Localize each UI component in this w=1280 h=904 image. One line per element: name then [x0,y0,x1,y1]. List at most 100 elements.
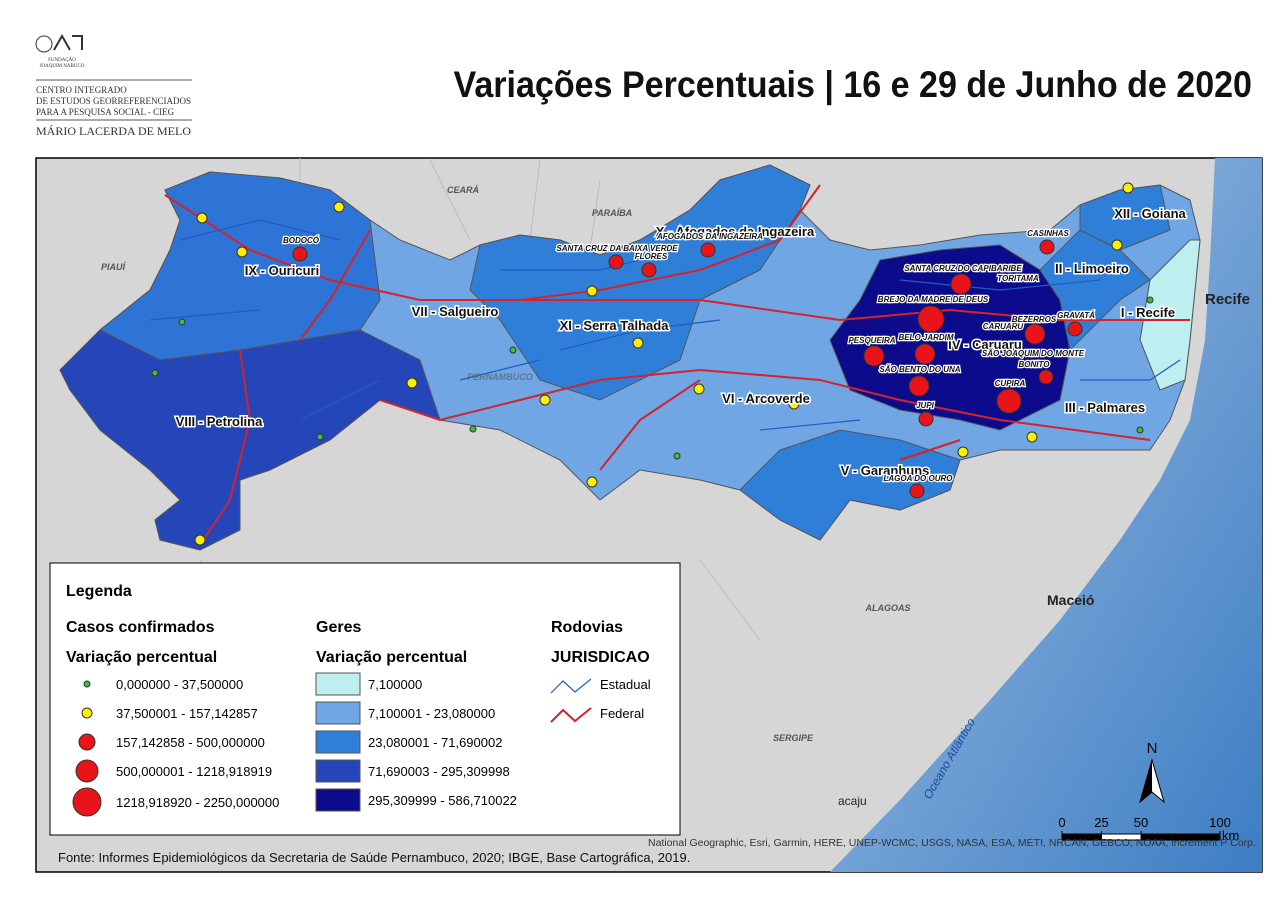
legend-label: 37,500001 - 157,142857 [116,706,258,721]
case-point [996,388,1022,414]
region-label: IV - Caruaru [948,337,1022,352]
municipality-label: JUPI [916,401,935,410]
case-points [151,182,1154,546]
case-point [333,201,345,213]
case-point [700,242,716,258]
municipality-label: LAGOA DO OURO [883,474,953,483]
region-label: I - Recife [1121,305,1175,320]
case-point [863,345,885,367]
case-point [178,318,186,326]
logo-text: PARA A PESQUISA SOCIAL - CIEG [36,107,175,117]
case-point [1111,239,1123,251]
legend-label: 7,100001 - 23,080000 [368,706,495,721]
case-point [1024,323,1046,345]
case-point [1067,321,1083,337]
case-point [914,343,936,365]
state-label: PARAÍBA [592,208,632,218]
place-label: acaju [838,794,867,808]
region-label: XII - Goiana [1114,206,1186,221]
legend-label: Federal [600,706,644,721]
case-point [1039,239,1055,255]
north-label: N [1147,740,1158,757]
municipality-label: SÃO JOAQUIM DO MONTE [982,349,1085,358]
municipality-label: CARUARU [983,322,1024,331]
federal-road [164,184,1190,546]
municipality-label: CUPIRA [995,379,1026,388]
case-point [608,254,624,270]
legend-symbol [315,759,361,783]
case-point [908,375,930,397]
municipality-label: BONITO [1019,360,1051,369]
case-point [673,452,681,460]
case-point [406,377,418,389]
municipality-label: GRAVATÁ [1057,311,1095,320]
logo-mark [53,33,83,51]
case-point [917,305,945,333]
region-label: VIII - Petrolina [176,414,263,429]
legend: Legenda Casos confirmados Variação perce… [49,562,681,836]
case-point [469,425,477,433]
logo: FUNDAÇÃO JOAQUIM NABUCO CENTRO INTEGRADO… [35,33,192,138]
legend-subheading: JURISDICAO [551,649,650,666]
legend-label: 0,000000 - 37,500000 [116,677,243,692]
case-point [586,285,598,297]
legend-label: 295,309999 - 586,710022 [368,793,517,808]
case-point [509,346,517,354]
municipality-label: BELO JARDIM [898,333,953,342]
legend-symbol [315,701,361,725]
case-point [950,273,972,295]
scale-segment [1140,833,1221,841]
case-point [539,394,551,406]
municipality-label: PESQUEIRA [848,336,895,345]
logo-text: FUNDAÇÃO [48,57,76,63]
title: Variações Percentuais | 16 e 29 de Junho… [454,64,1252,106]
scale-label: 0 [1058,815,1065,830]
municipality-label: SÃO BENTO DO UNA [879,365,960,374]
case-point [1136,426,1144,434]
region-label: VI - Arcoverde [722,391,810,406]
case-point [788,398,800,410]
case-point [236,246,248,258]
legend-symbol [75,759,99,783]
legend-subheading: Variação percentual [66,649,217,666]
legend-label: 71,690003 - 295,309998 [368,764,510,779]
case-point [1122,182,1134,194]
case-point [1038,369,1054,385]
municipality-label: SANTA CRUZ DA BAIXA VERDE [556,244,678,253]
case-point [196,212,208,224]
region-label: V - Garanhuns [841,463,930,478]
municipality-label: BEZERROS [1012,315,1057,324]
case-point [918,411,934,427]
ocean [830,158,1262,872]
place-label: Recife [1205,291,1250,308]
legend-symbol [315,672,361,696]
case-point [1026,431,1038,443]
case-point [641,262,657,278]
region-label: XI - Serra Talhada [560,318,670,333]
attribution: National Geographic, Esri, Garmin, HERE,… [648,838,1256,849]
region-label: II - Limoeiro [1055,261,1129,276]
legend-label: 1218,918920 - 2250,000000 [116,795,279,810]
region [1079,184,1171,251]
legend-label: 7,100000 [368,677,422,692]
source: Fonte: Informes Epidemiológicos da Secre… [58,850,690,865]
case-point [1146,296,1154,304]
legend-symbol [550,678,592,694]
logo-text: MÁRIO LACERDA DE MELO [36,124,191,138]
region [1139,239,1201,391]
municipality-label: TORITAMA [997,274,1039,283]
state-label: PIAUÍ [101,262,127,272]
region-label: III - Palmares [1065,400,1145,415]
legend-symbol [81,707,93,719]
legend-symbol [315,788,361,812]
logo-mark [35,35,53,53]
legend-title: Legenda [66,583,132,600]
municipality-label: BODOCÓ [283,236,320,245]
legend-box [49,562,681,836]
state-road [149,219,1181,431]
legend-symbol [72,787,102,817]
legend-label: 500,000001 - 1218,918919 [116,764,272,779]
